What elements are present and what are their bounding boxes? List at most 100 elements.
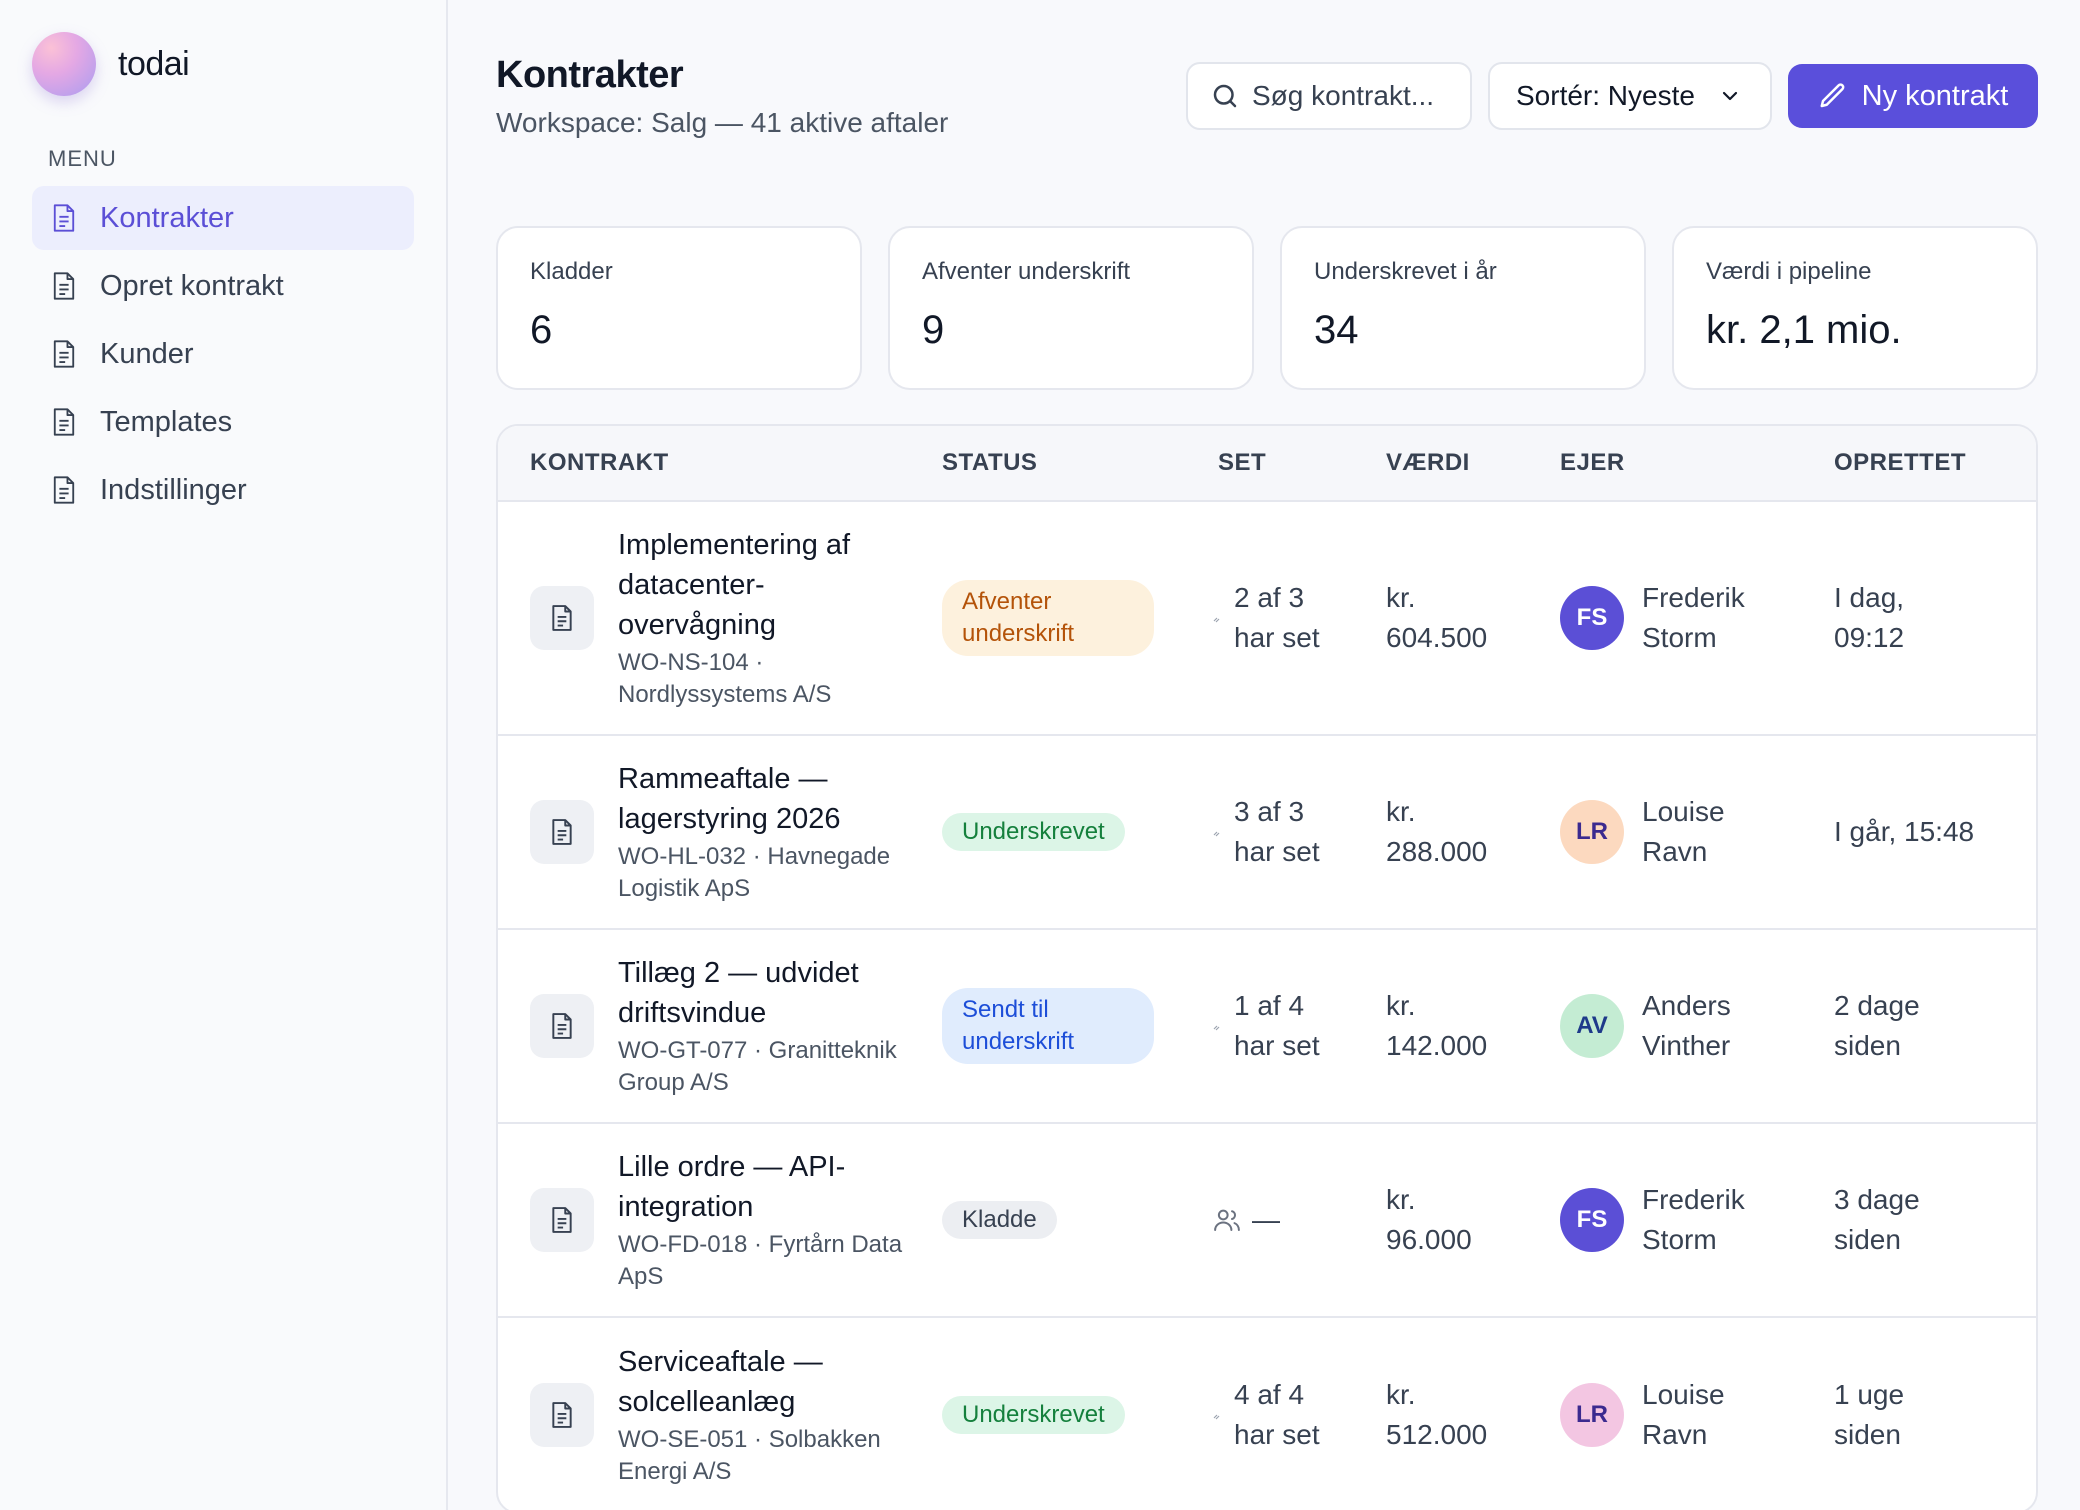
- contract-cell: Lille ordre — API-integration WO-FD-018 …: [498, 1147, 936, 1293]
- page-subtitle: Workspace: Salg — 41 aktive aftaler: [496, 107, 949, 138]
- contract-title: Rammeaftale — lagerstyring 2026: [618, 763, 841, 835]
- value-text: kr. 604.500: [1386, 582, 1488, 653]
- value-text: kr. 288.000: [1386, 796, 1488, 867]
- seen-text: 4 af 4 har set: [1234, 1379, 1320, 1450]
- seen-cell: —: [1212, 1200, 1386, 1240]
- document-icon: [530, 1383, 594, 1447]
- contract-title: Tillæg 2 — udvidet driftsvindue: [618, 957, 859, 1029]
- status-cell: Underskrevet: [936, 1396, 1212, 1434]
- owner-name: Frederik Storm: [1642, 1184, 1745, 1255]
- contract-cell: Tillæg 2 — udvidet driftsvindue WO-GT-07…: [498, 953, 936, 1099]
- status-badge: Kladde: [942, 1201, 1057, 1239]
- created-text: 1 uge siden: [1834, 1379, 1905, 1450]
- column-header-status[interactable]: STATUS: [942, 449, 1038, 476]
- contract-title: Implementering af datacenter-overvågning: [618, 529, 851, 641]
- table-row[interactable]: Serviceaftale — solcelleanlæg WO-SE-051 …: [498, 1318, 2036, 1510]
- menu-label: MENU: [48, 146, 117, 171]
- stat-label: Kladder: [530, 258, 613, 285]
- new-contract-label: Ny kontrakt: [1861, 79, 2009, 112]
- document-icon: [530, 586, 594, 650]
- table-row[interactable]: Tillæg 2 — udvidet driftsvindue WO-GT-07…: [498, 930, 2036, 1124]
- contract-cell: Rammeaftale — lagerstyring 2026 WO-HL-03…: [498, 759, 936, 905]
- sort-label: Sortér: Nyeste: [1516, 80, 1695, 111]
- chevron-down-icon: [1722, 91, 1738, 101]
- sidebar-item-templates[interactable]: Templates: [32, 390, 414, 454]
- page-title: Kontrakter: [496, 54, 684, 96]
- table-row[interactable]: Lille ordre — API-integration WO-FD-018 …: [498, 1124, 2036, 1318]
- contract-title: Serviceaftale — solcelleanlæg: [618, 1346, 823, 1418]
- sidebar-item-indstillinger[interactable]: Indstillinger: [32, 458, 414, 522]
- table-row[interactable]: Rammeaftale — lagerstyring 2026 WO-HL-03…: [498, 736, 2036, 930]
- stat-value: 6: [530, 308, 553, 352]
- value-cell: kr. 604.500: [1386, 578, 1560, 658]
- status-cell: Kladde: [936, 1201, 1212, 1239]
- owner-cell: LR Louise Ravn: [1560, 792, 1834, 872]
- contract-title: Lille ordre — API-integration: [618, 1151, 846, 1223]
- created-text: I går, 15:48: [1834, 816, 1975, 847]
- search-input[interactable]: Søg kontrakt...: [1186, 62, 1472, 130]
- column-header-owner[interactable]: EJER: [1560, 449, 1625, 476]
- column-header-contract[interactable]: KONTRAKT: [530, 449, 669, 476]
- eye-icon: [1213, 831, 1220, 837]
- new-contract-button[interactable]: Ny kontrakt: [1788, 64, 2038, 128]
- eye-icon: [1213, 1414, 1220, 1420]
- column-header-value[interactable]: VÆRDI: [1386, 449, 1470, 476]
- value-text: kr. 96.000: [1386, 1184, 1472, 1255]
- value-text: kr. 512.000: [1386, 1379, 1488, 1450]
- sort-dropdown[interactable]: Sortér: Nyeste: [1488, 62, 1772, 130]
- search-placeholder: Søg kontrakt...: [1252, 80, 1435, 111]
- value-cell: kr. 288.000: [1386, 792, 1560, 872]
- sidebar-item-kontrakter[interactable]: Kontrakter: [32, 186, 414, 250]
- sidebar: todai MENU Kontrakter Opret kontrakt Kun: [0, 0, 448, 1510]
- value-cell: kr. 96.000: [1386, 1180, 1560, 1260]
- owner-cell: AV Anders Vinther: [1560, 986, 1834, 1066]
- seen-cell: 3 af 3 har set: [1212, 792, 1386, 872]
- created-cell: 2 dage siden: [1834, 986, 2036, 1066]
- table-row[interactable]: Implementering af datacenter-overvågning…: [498, 502, 2036, 736]
- table-header: KONTRAKT STATUS SET VÆRDI EJER OPRETTET: [498, 426, 2036, 502]
- owner-cell: FS Frederik Storm: [1560, 578, 1834, 658]
- stat-label: Afventer underskrift: [922, 258, 1131, 285]
- document-icon: [50, 407, 78, 437]
- title-block: Kontrakter Workspace: Salg — 41 aktive a…: [496, 50, 948, 139]
- sidebar-item-label: Kontrakter: [100, 201, 234, 234]
- brand[interactable]: todai: [32, 30, 414, 98]
- sidebar-item-opret-kontrakt[interactable]: Opret kontrakt: [32, 254, 414, 318]
- avatar: LR: [1560, 800, 1624, 864]
- contract-subtitle: WO-GT-077 · Granitteknik Group A/S: [618, 1037, 897, 1096]
- seen-text: 1 af 4 har set: [1234, 990, 1320, 1061]
- status-badge: Sendt til underskrift: [942, 988, 1154, 1064]
- stat-label: Underskrevet i år: [1314, 258, 1497, 285]
- stat-card-signed: Underskrevet i år 34: [1280, 226, 1646, 390]
- document-icon: [50, 203, 78, 233]
- created-cell: 3 dage siden: [1834, 1180, 2036, 1260]
- main-content: Kontrakter Workspace: Salg — 41 aktive a…: [448, 0, 2080, 1510]
- status-badge: Afventer underskrift: [942, 580, 1154, 656]
- status-cell: Sendt til underskrift: [936, 988, 1212, 1064]
- sidebar-item-kunder[interactable]: Kunder: [32, 322, 414, 386]
- seen-text: —: [1252, 1204, 1280, 1235]
- value-cell: kr. 512.000: [1386, 1375, 1560, 1455]
- document-icon: [530, 1188, 594, 1252]
- contract-cell: Implementering af datacenter-overvågning…: [498, 525, 936, 711]
- status-cell: Underskrevet: [936, 813, 1212, 851]
- contract-subtitle: WO-FD-018 · Fyrtårn Data ApS: [618, 1231, 903, 1290]
- value-cell: kr. 142.000: [1386, 986, 1560, 1066]
- sidebar-item-label: Templates: [100, 405, 233, 438]
- owner-name: Louise Ravn: [1642, 1379, 1725, 1450]
- column-header-created[interactable]: OPRETTET: [1834, 449, 1967, 476]
- created-text: 2 dage siden: [1834, 990, 1920, 1061]
- stat-value: kr. 2,1 mio.: [1706, 308, 1902, 352]
- avatar: FS: [1560, 586, 1624, 650]
- contracts-table: KONTRAKT STATUS SET VÆRDI EJER OPRETTET …: [496, 424, 2038, 1510]
- owner-cell: LR Louise Ravn: [1560, 1375, 1834, 1455]
- created-cell: 1 uge siden: [1834, 1375, 2036, 1455]
- stat-value: 9: [922, 308, 945, 352]
- column-header-seen[interactable]: SET: [1218, 449, 1267, 476]
- seen-cell: 4 af 4 har set: [1212, 1375, 1386, 1455]
- brand-name: todai: [118, 44, 190, 83]
- seen-cell: 2 af 3 har set: [1212, 578, 1386, 658]
- contract-cell: Serviceaftale — solcelleanlæg WO-SE-051 …: [498, 1342, 936, 1488]
- sidebar-nav: Kontrakter Opret kontrakt Kunder Templat…: [32, 186, 414, 522]
